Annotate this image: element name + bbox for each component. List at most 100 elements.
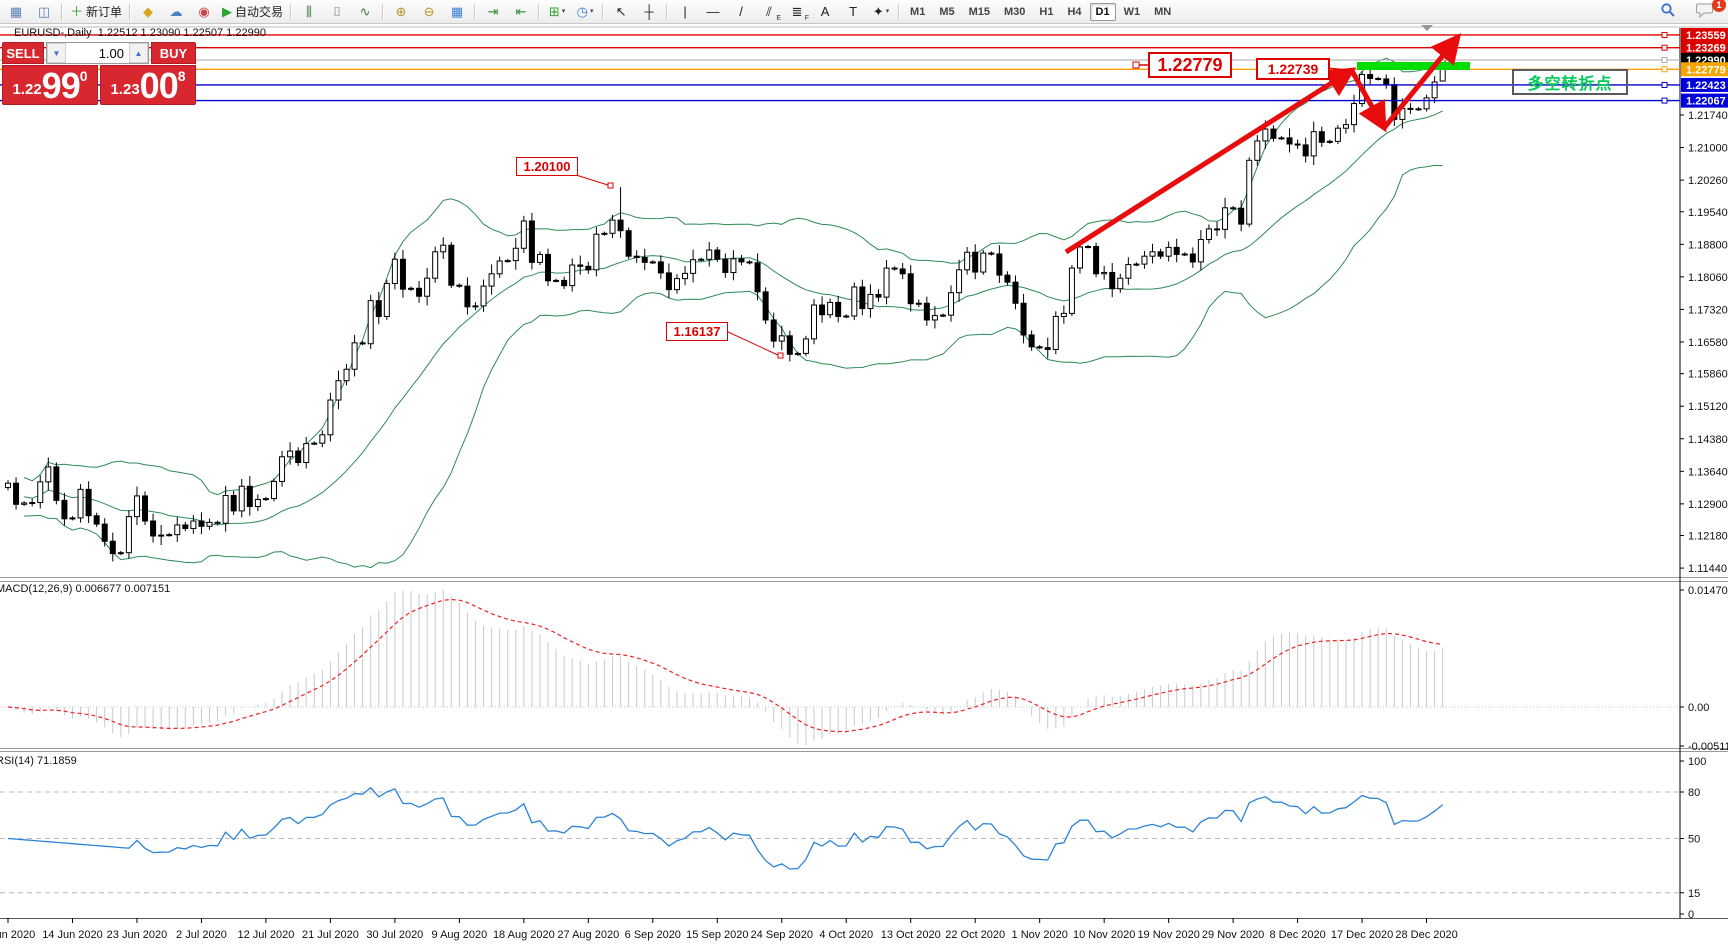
timeframe-button-w1[interactable]: W1 (1123, 5, 1141, 18)
community-icon[interactable]: ☁ (163, 1, 189, 23)
swing-high-label[interactable]: 1.20100 (516, 157, 578, 176)
text-label-icon[interactable]: T (840, 1, 866, 23)
period-clock-button[interactable]: ◷ ▾ (572, 1, 598, 23)
cursor-icon[interactable]: ↖ (608, 1, 634, 23)
price-axis-tick: 1.11440 (1688, 563, 1727, 575)
price-chip-text: 1.22423 (1686, 80, 1726, 92)
date-axis-label: 9 Aug 2020 (432, 929, 488, 941)
crosshair-icon[interactable]: ┼ (636, 1, 662, 23)
volume-stepper: ▼ ▲ (46, 42, 149, 64)
volume-input[interactable] (66, 43, 129, 63)
candle (1326, 140, 1333, 143)
market-icon[interactable]: ◆ (135, 1, 161, 23)
date-axis-label: 8 Dec 2020 (1269, 929, 1325, 941)
candle (802, 338, 809, 354)
date-axis-label: 10 Nov 2020 (1073, 929, 1135, 941)
anchor-handle[interactable] (607, 182, 614, 189)
search-icon[interactable] (1659, 1, 1685, 23)
profiles-icon[interactable]: ◫ (31, 1, 57, 23)
line-handle[interactable] (1661, 44, 1668, 51)
candle (246, 485, 253, 507)
new-chart-button[interactable]: ⊞ ▾ (544, 1, 570, 23)
sell-button[interactable]: SELL (2, 42, 44, 64)
bollinger-bands (23, 55, 1444, 569)
buy-price-big: 00 (139, 65, 179, 107)
tile-windows-icon[interactable]: ▦ (444, 1, 470, 23)
volume-up-button[interactable]: ▲ (129, 43, 148, 63)
candle-chart-icon[interactable]: ⌷ (324, 1, 350, 23)
candle (133, 495, 140, 518)
date-axis-label: 12 Jul 2020 (237, 929, 294, 941)
rsi-label: RSI(14) 71.1859 (0, 755, 77, 767)
timeframe-button-h1[interactable]: H1 (1039, 5, 1054, 18)
candle (1028, 334, 1035, 348)
trend-zigzag-arrows[interactable] (1064, 33, 1462, 255)
charts-window-icon[interactable]: ▦ (3, 1, 29, 23)
autotrade-button[interactable]: ▶ 自动交易 (219, 1, 286, 23)
vertical-line-icon[interactable]: | (672, 1, 698, 23)
arrows-icon[interactable]: ✦ ▾ (868, 1, 894, 23)
candle (5, 482, 11, 489)
trend-arrow (1064, 67, 1357, 255)
fibonacci-icon[interactable]: ≣ F (784, 1, 810, 23)
zoom-in-icon[interactable]: ⊕ (388, 1, 414, 23)
date-axis-label: 4 Jun 2020 (0, 929, 35, 941)
zoom-out-icon[interactable]: ⊖ (416, 1, 442, 23)
candle (1246, 159, 1253, 225)
horizontal-line-icon: — (706, 4, 720, 19)
candle (891, 267, 898, 270)
anchor-handle[interactable] (1132, 61, 1140, 69)
text-icon[interactable]: A (812, 1, 838, 23)
candle (1342, 124, 1349, 129)
swing-low-label[interactable]: 1.16137 (666, 322, 728, 341)
candle (1197, 238, 1204, 263)
sell-price[interactable]: 1.22 99 0 (2, 65, 98, 105)
horizontal-line-icon[interactable]: — (700, 1, 726, 23)
candle (1133, 263, 1140, 266)
line-chart-icon[interactable]: ∿ (352, 1, 378, 23)
timeframe-button-mn[interactable]: MN (1154, 5, 1172, 18)
resistance-price-label-2[interactable]: 1.22739 (1256, 58, 1330, 80)
buy-price[interactable]: 1.23 00 8 (100, 65, 196, 105)
line-handle[interactable] (1661, 57, 1668, 63)
candle (1012, 281, 1019, 304)
volume-down-button[interactable]: ▼ (47, 43, 66, 63)
trendline-icon[interactable]: / (728, 1, 754, 23)
timeframe-button-d1[interactable]: D1 (1089, 2, 1116, 21)
bar-chart-icon: ⫼ (306, 4, 313, 19)
anchor-handle[interactable] (777, 352, 784, 359)
candle (375, 300, 382, 317)
line-handle[interactable] (1661, 31, 1668, 38)
channel-icon[interactable]: ⫽ E (756, 1, 782, 23)
buy-button[interactable]: BUY (151, 42, 196, 64)
candle (214, 521, 221, 524)
timeframe-button-m1[interactable]: M1 (910, 5, 926, 18)
date-axis-label: 1 Nov 2020 (1012, 929, 1068, 941)
candle (907, 273, 914, 305)
price-chip-text: 1.23269 (1686, 43, 1726, 55)
resistance-price-label-1[interactable]: 1.22779 (1148, 52, 1232, 78)
timeframe-button-m5[interactable]: M5 (939, 5, 955, 18)
timeframe-button-m15[interactable]: M15 (968, 5, 991, 18)
candles (5, 55, 1446, 562)
signals-icon[interactable]: ◉ (191, 1, 217, 23)
timeframe-button-h4[interactable]: H4 (1067, 5, 1082, 18)
chart-title: EURUSD-,Daily 1.22512 1.23090 1.22507 1.… (14, 27, 266, 39)
new-order-button[interactable]: ＋新订单 (67, 1, 125, 23)
candle (706, 249, 713, 260)
line-handle[interactable] (1661, 97, 1668, 104)
chart-shift-marker[interactable] (1421, 25, 1433, 31)
signals-icon: ◉ (198, 4, 210, 19)
timeframe-button-m30[interactable]: M30 (1004, 5, 1026, 18)
candle (843, 315, 850, 318)
support-zone-bar[interactable] (1357, 62, 1470, 70)
chart-shift-icon[interactable]: ⇤ (508, 1, 534, 23)
auto-scroll-icon[interactable]: ⇥ (480, 1, 506, 23)
line-handle[interactable] (1661, 66, 1668, 73)
bar-chart-icon[interactable]: ⫼ (296, 1, 322, 23)
candle (1181, 253, 1188, 256)
pivot-note-label[interactable]: 多空转折点 (1512, 69, 1628, 95)
line-handle[interactable] (1661, 81, 1668, 88)
notifications-icon[interactable]: 1 (1695, 0, 1726, 23)
candle (956, 269, 963, 294)
